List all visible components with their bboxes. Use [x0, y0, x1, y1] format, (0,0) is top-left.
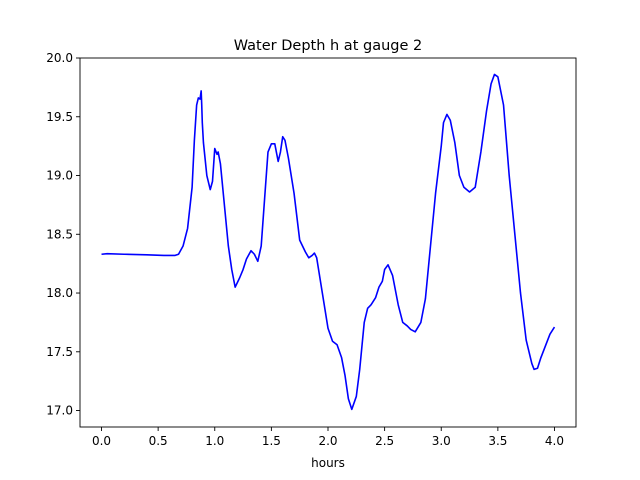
y-tick-label: 18.0: [46, 286, 73, 300]
x-tick-label: 3.0: [432, 434, 451, 448]
x-tick-label: 3.5: [488, 434, 507, 448]
y-tick-label: 18.5: [46, 227, 73, 241]
y-tick-label: 17.0: [46, 404, 73, 418]
x-tick-label: 1.5: [262, 434, 281, 448]
series-line-0: [101, 73, 556, 411]
x-tick-label: 0.0: [92, 434, 111, 448]
x-tick-label: 4.0: [545, 434, 564, 448]
y-tick-label: 19.5: [46, 110, 73, 124]
x-tick-label: 0.5: [149, 434, 168, 448]
y-tick-label: 20.0: [46, 51, 73, 65]
x-tick-label: 2.0: [318, 434, 337, 448]
y-tick-label: 19.0: [46, 169, 73, 183]
y-tick-label: 17.5: [46, 345, 73, 359]
x-tick-label: 2.5: [375, 434, 394, 448]
plot-area: 0.0 0.5 1.0 1.5 2.0 2.5 3.0 3.5 4.0 17.0 17.5 18.0 1…: [46, 51, 577, 448]
x-axis-label: hours: [311, 456, 345, 470]
x-tick-label: 1.0: [205, 434, 224, 448]
chart-title: Water Depth h at gauge 2: [234, 38, 422, 54]
